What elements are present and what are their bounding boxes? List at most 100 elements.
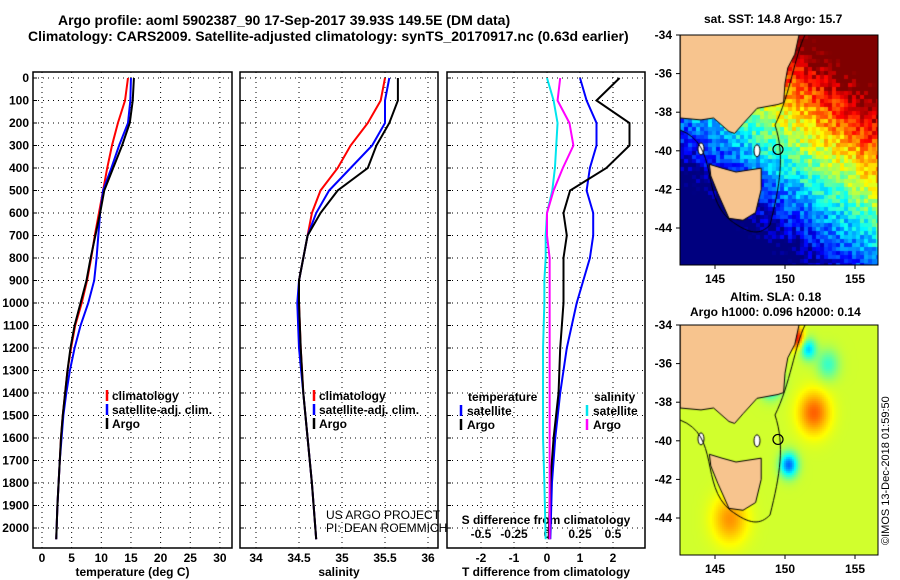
legend-label: Argo <box>593 418 621 432</box>
sla-map <box>680 325 878 555</box>
x-tick-label: 25 <box>184 551 198 565</box>
x-axis-label: temperature (deg C) <box>75 565 189 579</box>
x-tick-label: 2 <box>610 551 617 565</box>
lat-tick-label: -38 <box>655 105 673 119</box>
y-tick-label: 1400 <box>2 386 29 400</box>
x-tick-label: 30 <box>213 551 227 565</box>
lat-tick-label: -36 <box>655 357 673 371</box>
x-tick-label: 0 <box>39 551 46 565</box>
legend-label: climatology <box>319 389 386 403</box>
y-tick-label: 0 <box>22 71 29 85</box>
y-tick-label: 400 <box>9 161 29 175</box>
series-line-satellite-adj-clim- <box>55 77 132 540</box>
x-tick-label: 0 <box>544 551 551 565</box>
series-line-t-satellite <box>549 77 598 540</box>
s-tick-label: 0.5 <box>605 527 622 541</box>
lat-tick-label: -44 <box>655 511 673 525</box>
y-tick-label: 600 <box>9 206 29 220</box>
legend-label: satellite-adj. clim. <box>319 403 419 417</box>
plot-frame <box>32 71 233 549</box>
y-tick-label: 200 <box>9 116 29 130</box>
y-tick-label: 1900 <box>2 499 29 513</box>
lat-tick-label: -40 <box>655 434 673 448</box>
s-tick-label: -0.5 <box>471 527 492 541</box>
y-tick-label: 500 <box>9 184 29 198</box>
footer-timestamp: ©IMOS 13-Dec-2018 01:59:50 <box>880 396 892 545</box>
legend-title-salinity: salinity <box>594 390 636 404</box>
credit-text: US ARGO PROJECT <box>326 508 441 522</box>
lat-tick-label: -42 <box>655 472 673 486</box>
y-tick-label: 1800 <box>2 476 29 490</box>
series-line-s-argo <box>546 77 575 540</box>
map-frame <box>679 34 879 266</box>
s-tick-label: 0.25 <box>568 527 592 541</box>
x-tick-label: 34 <box>249 551 263 565</box>
y-tick-label: 100 <box>9 94 29 108</box>
y-tick-label: 1600 <box>2 431 29 445</box>
lon-tick-label: 150 <box>775 562 795 576</box>
y-tick-label: 2000 <box>2 521 29 535</box>
title-line-2: Climatology: CARS2009. Satellite-adjuste… <box>28 28 629 44</box>
title-line-1: Argo profile: aoml 5902387_90 17-Sep-201… <box>58 12 511 28</box>
y-tick-label: 700 <box>9 229 29 243</box>
lat-tick-label: -36 <box>655 67 673 81</box>
s-tick-label: 0 <box>544 527 551 541</box>
x-tick-label: 35 <box>335 551 349 565</box>
lat-tick-label: -38 <box>655 395 673 409</box>
y-tick-label: 1000 <box>2 296 29 310</box>
x-tick-label: 1 <box>577 551 584 565</box>
y-tick-label: 1200 <box>2 341 29 355</box>
sla-map-subtitle: Argo h1000: 0.096 h2000: 0.14 <box>690 305 861 319</box>
legend-label: Argo <box>319 417 347 431</box>
lon-tick-label: 155 <box>845 562 865 576</box>
plot-frame <box>239 71 439 549</box>
y-tick-label: 1100 <box>3 319 29 333</box>
map-frame <box>679 324 879 556</box>
y-tick-label: 1500 <box>2 409 29 423</box>
series-line-t-argo <box>547 77 631 540</box>
lon-tick-label: 145 <box>705 272 725 286</box>
x-tick-label: 36 <box>421 551 435 565</box>
series-line-s-satellite <box>542 77 559 540</box>
x-tick-label: 34.5 <box>287 551 311 565</box>
argo-position-marker <box>772 433 784 446</box>
x-axis-label: salinity <box>318 565 360 579</box>
x-tick-label: 5 <box>68 551 75 565</box>
plot-frame <box>446 71 646 549</box>
x-tick-label: -2 <box>476 551 487 565</box>
lat-tick-label: -34 <box>655 318 673 332</box>
y-tick-label: 1300 <box>2 364 29 378</box>
legend-label: satellite-adj. clim. <box>112 403 212 417</box>
lon-tick-label: 150 <box>775 272 795 286</box>
x-tick-label: 15 <box>124 551 138 565</box>
legend-label: Argo <box>112 417 140 431</box>
lon-tick-label: 155 <box>845 272 865 286</box>
x-axis-label: T difference from climatology <box>462 565 630 579</box>
x-tick-label: -1 <box>509 551 520 565</box>
x-tick-label: 35.5 <box>373 551 397 565</box>
s-tick-label: -0.25 <box>500 527 528 541</box>
argo-position-marker <box>772 143 784 156</box>
x-tick-label: 10 <box>95 551 109 565</box>
sla-map-title: Altim. SLA: 0.18 <box>730 290 822 304</box>
y-tick-label: 300 <box>9 139 29 153</box>
series-line-climatology <box>55 77 129 540</box>
lat-tick-label: -40 <box>655 144 673 158</box>
legend-title-temperature: temperature <box>468 390 538 404</box>
lat-tick-label: -44 <box>655 221 673 235</box>
lat-tick-label: -42 <box>655 182 673 196</box>
lon-tick-label: 145 <box>705 562 725 576</box>
sst-map <box>680 35 878 265</box>
legend-label: climatology <box>112 389 179 403</box>
legend-label: Argo <box>467 418 495 432</box>
x-tick-label: 20 <box>154 551 168 565</box>
y-tick-label: 800 <box>9 251 29 265</box>
series-line-argo <box>298 78 399 540</box>
y-tick-label: 900 <box>9 274 29 288</box>
pi-text: PI: DEAN ROEMMICH <box>326 521 448 535</box>
y-tick-label: 1700 <box>2 454 29 468</box>
legend-label: satellite <box>593 404 638 418</box>
sst-map-title: sat. SST: 14.8 Argo: 15.7 <box>704 12 843 26</box>
legend-label: satellite <box>467 404 512 418</box>
